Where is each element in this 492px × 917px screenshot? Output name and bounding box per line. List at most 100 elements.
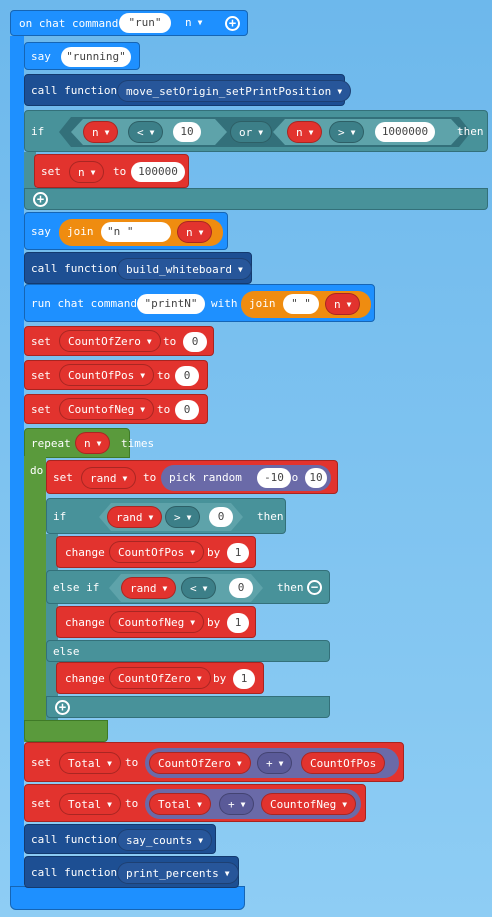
call-print-percents-block[interactable]: call function print_percents ▼ — [24, 856, 239, 888]
on-chat-command-block[interactable]: on chat command "run" n ▼ + — [10, 10, 248, 36]
var-n-dropdown-2[interactable]: n ▼ — [287, 121, 323, 143]
if1-footer[interactable]: + — [24, 188, 488, 210]
else-if-row[interactable]: else if rand ▼ < ▼ 0 then − — [46, 570, 330, 604]
call-function-label: call function — [31, 833, 118, 846]
set-label: set — [53, 471, 73, 484]
say-running-block[interactable]: say "running" — [24, 42, 140, 70]
if2-footer[interactable]: + — [46, 696, 330, 718]
set-label: set — [31, 756, 51, 769]
function-dropdown[interactable]: move_setOrigin_setPrintPosition ▼ — [117, 80, 352, 102]
change-countofzero-block[interactable]: change CountOfZero ▼ by 1 — [56, 662, 264, 694]
if-block-2[interactable]: if rand ▼ > ▼ 0 then — [46, 498, 286, 534]
if-label: if — [31, 125, 45, 138]
chevron-down-icon: ▼ — [140, 405, 146, 414]
call-say-counts-block[interactable]: call function say_counts ▼ — [24, 824, 216, 854]
value-input[interactable]: 0 — [183, 332, 207, 352]
to-label: to — [157, 403, 171, 416]
with-label: with — [211, 297, 238, 310]
call-whiteboard-block[interactable]: call function build_whiteboard ▼ — [24, 252, 252, 284]
change-countofpos-block[interactable]: change CountOfPos ▼ by 1 — [56, 536, 256, 568]
run-chat-command-block[interactable]: run chat command "printN" with join " " … — [24, 284, 375, 322]
join-text-input[interactable]: " " — [283, 294, 319, 314]
set-countofzero-block[interactable]: set CountOfZero ▼ to 0 — [24, 326, 214, 356]
change-countofneg-block[interactable]: change CountofNeg ▼ by 1 — [56, 606, 256, 638]
event-body-strip — [10, 36, 24, 902]
pick-random-block[interactable]: pick random -10 to 10 — [161, 465, 331, 491]
var-dropdown[interactable]: rand ▼ — [121, 577, 177, 599]
var-dropdown[interactable]: CountOfZero ▼ — [59, 330, 161, 352]
operator-dropdown[interactable]: + ▼ — [257, 752, 293, 774]
operator-dropdown[interactable]: < ▼ — [181, 577, 217, 599]
to-label: to — [125, 756, 139, 769]
pick-random-label: pick random — [169, 471, 242, 484]
operator-dropdown[interactable]: < ▼ — [128, 121, 164, 143]
value-input[interactable]: 0 — [175, 400, 199, 420]
operator-dropdown[interactable]: > ▼ — [165, 506, 201, 528]
value-input[interactable]: 1 — [227, 613, 249, 633]
operator-dropdown-2[interactable]: > ▼ — [329, 121, 365, 143]
call-move-block[interactable]: call function move_setOrigin_setPrintPos… — [24, 74, 352, 106]
add-else-icon[interactable]: + — [33, 192, 48, 207]
var-n-dropdown[interactable]: n ▼ — [83, 121, 119, 143]
var-dropdown[interactable]: n ▼ — [177, 221, 213, 243]
var-dropdown[interactable]: CountOfPos ▼ — [59, 364, 155, 386]
operand-b-dropdown[interactable]: CountofNeg ▼ — [261, 793, 357, 815]
if-block-1[interactable]: if n ▼ < ▼ 10 or ▼ n ▼ > ▼ 1000000 then — [24, 110, 488, 152]
value-input[interactable]: 100000 — [131, 162, 185, 182]
say-join-block[interactable]: say join "n " n ▼ — [24, 212, 228, 250]
value-input[interactable]: 0 — [229, 578, 253, 598]
command-text-input[interactable]: "printN" — [137, 294, 205, 314]
operand-a-dropdown[interactable]: Total ▼ — [149, 793, 211, 815]
set-rand-block[interactable]: set rand ▼ to pick random -10 to 10 — [46, 460, 338, 494]
set-n-block[interactable]: set n ▼ to 100000 — [34, 154, 189, 188]
set-countofneg-block[interactable]: set CountofNeg ▼ to 0 — [24, 394, 208, 424]
max-input[interactable]: 10 — [305, 468, 327, 488]
remove-else-if-icon[interactable]: − — [307, 580, 322, 595]
var-dropdown[interactable]: Total ▼ — [59, 793, 121, 815]
set-label: set — [31, 369, 51, 382]
repeat-block[interactable]: repeat n ▼ times — [24, 428, 154, 458]
join-block[interactable]: join "n " n ▼ — [59, 219, 223, 246]
set-countofpos-block[interactable]: set CountOfPos ▼ to 0 — [24, 360, 208, 390]
var-dropdown[interactable]: rand ▼ — [81, 467, 137, 489]
value-input[interactable]: 1 — [233, 669, 255, 689]
var-dropdown[interactable]: CountofNeg ▼ — [59, 398, 155, 420]
chevron-down-icon: ▼ — [197, 800, 202, 809]
min-input[interactable]: -10 — [257, 468, 291, 488]
var-dropdown[interactable]: CountOfZero ▼ — [109, 667, 211, 689]
set-total-block-1[interactable]: set Total ▼ to CountOfZero ▼ + ▼ CountOfPos — [24, 742, 404, 782]
add-operation-block[interactable]: Total ▼ + ▼ CountofNeg ▼ — [145, 789, 361, 819]
operand-b-dropdown[interactable]: CountOfPos — [301, 752, 386, 774]
change-label: change — [65, 672, 105, 685]
operator-dropdown[interactable]: + ▼ — [219, 793, 255, 815]
value-input[interactable]: 0 — [209, 507, 233, 527]
add-operation-block[interactable]: CountOfZero ▼ + ▼ CountOfPos — [145, 748, 399, 778]
var-dropdown[interactable]: rand ▼ — [107, 506, 163, 528]
chevron-down-icon: ▼ — [190, 548, 196, 557]
var-dropdown[interactable]: CountOfPos ▼ — [109, 541, 205, 563]
var-dropdown[interactable]: n ▼ — [69, 161, 105, 183]
param-dropdown[interactable]: n ▼ — [177, 12, 210, 34]
value-input[interactable]: 1 — [227, 543, 249, 563]
var-dropdown[interactable]: n ▼ — [75, 432, 111, 454]
value-input[interactable]: 10 — [173, 122, 201, 142]
join-block[interactable]: join " " n ▼ — [241, 291, 371, 318]
value-input-2[interactable]: 1000000 — [375, 122, 435, 142]
join-text-input[interactable]: "n " — [101, 222, 171, 242]
function-dropdown[interactable]: build_whiteboard ▼ — [117, 258, 252, 280]
add-param-icon[interactable]: + — [225, 16, 240, 31]
value-input[interactable]: 0 — [175, 366, 199, 386]
var-dropdown[interactable]: n ▼ — [325, 293, 361, 315]
logic-dropdown[interactable]: or ▼ — [230, 121, 273, 143]
chevron-down-icon: ▼ — [104, 128, 110, 137]
var-dropdown[interactable]: Total ▼ — [59, 752, 121, 774]
operand-a-dropdown[interactable]: CountOfZero ▼ — [149, 752, 251, 774]
function-dropdown[interactable]: say_counts ▼ — [117, 829, 213, 851]
function-dropdown[interactable]: print_percents ▼ — [117, 862, 239, 884]
chevron-down-icon: ▼ — [258, 128, 264, 137]
add-else-icon[interactable]: + — [55, 700, 70, 715]
command-text-input[interactable]: "run" — [119, 13, 171, 33]
set-total-block-2[interactable]: set Total ▼ to Total ▼ + ▼ CountofNeg ▼ — [24, 784, 366, 822]
say-text-input[interactable]: "running" — [61, 47, 131, 67]
var-dropdown[interactable]: CountofNeg ▼ — [109, 611, 205, 633]
